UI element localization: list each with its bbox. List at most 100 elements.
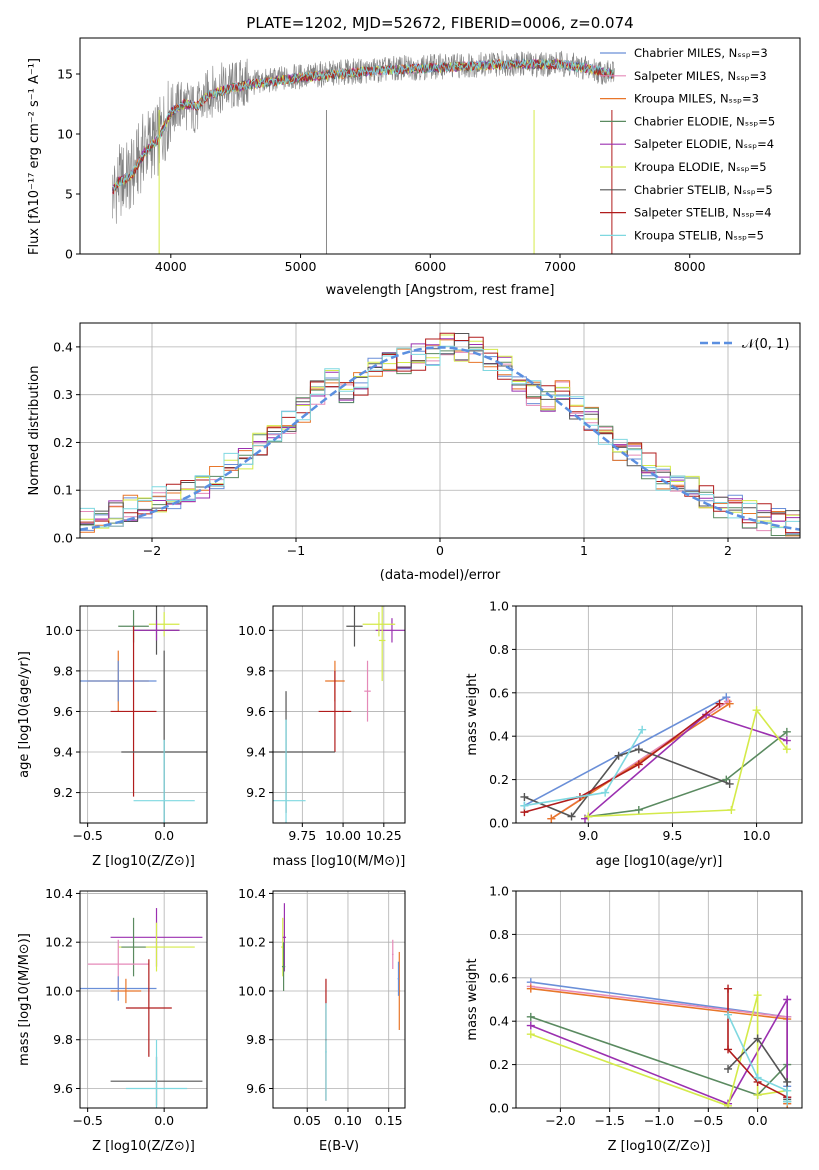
y-tick-label: 0.8 bbox=[489, 642, 509, 657]
point-marker bbox=[783, 1097, 792, 1106]
y-axis-label: age [log10(age/yr)] bbox=[17, 651, 32, 778]
y-tick-label: 9.2 bbox=[53, 785, 73, 800]
x-tick-label: 2 bbox=[724, 543, 732, 558]
y-tick-label: 0.4 bbox=[489, 1014, 509, 1029]
point-marker bbox=[614, 751, 623, 760]
x-tick-label: −1 bbox=[287, 543, 305, 558]
y-tick-label: 9.4 bbox=[246, 745, 266, 760]
y-axis-label: Flux [fλ10⁻¹⁷ erg cm⁻² s⁻¹ A⁻¹] bbox=[27, 58, 42, 255]
legend-item: Salpeter MILES, Nₛₛₚ=3 bbox=[634, 69, 767, 83]
y-tick-label: 0.2 bbox=[53, 435, 73, 450]
point-marker bbox=[520, 801, 529, 810]
x-tick-label: 0.0 bbox=[748, 1113, 768, 1128]
legend-item: Salpeter STELIB, Nₛₛₚ=4 bbox=[634, 206, 772, 220]
model-salpeter_stelib bbox=[112, 58, 615, 195]
point-marker bbox=[727, 805, 736, 814]
x-tick-label: −2 bbox=[143, 543, 161, 558]
point-marker bbox=[526, 1012, 535, 1021]
legend-item: Kroupa ELODIE, Nₛₛₚ=5 bbox=[634, 160, 767, 174]
y-tick-label: 0.2 bbox=[489, 1057, 509, 1072]
x-tick-label: 0 bbox=[436, 543, 444, 558]
series-salpeter_stelib bbox=[524, 702, 721, 813]
point-marker bbox=[634, 805, 643, 814]
y-tick-label: 0.4 bbox=[489, 729, 509, 744]
x-tick-label: −2.0 bbox=[545, 1113, 575, 1128]
y-tick-label: 9.8 bbox=[53, 1032, 73, 1047]
series-salpeter_stelib bbox=[727, 988, 788, 1098]
y-tick-label: 10.2 bbox=[238, 935, 266, 950]
y-tick-label: 0.6 bbox=[489, 970, 509, 985]
y-axis-label: mass weight bbox=[465, 958, 480, 1040]
y-tick-label: 10.0 bbox=[238, 983, 266, 998]
x-axis-label: mass [log10(M/M⊙)] bbox=[273, 854, 406, 869]
panel-mass_vs_Z: −0.5 0.0 9.6 9.8 10.0 10.2 10.4 Z [log10(Z/Z⊙)]… bbox=[17, 886, 208, 1154]
axes-frame bbox=[515, 890, 803, 1109]
y-tick-label: 0.6 bbox=[489, 685, 509, 700]
point-marker bbox=[753, 1090, 762, 1099]
panel-weight_vs_age: 9.0 9.5 10.0 0.0 0.2 0.4 0.6 0.8 1.0 age [log10(a… bbox=[465, 599, 803, 869]
x-tick-label: 8000 bbox=[674, 259, 706, 274]
axes-frame bbox=[79, 605, 208, 824]
plot-area bbox=[526, 978, 792, 1108]
x-axis-label: wavelength [Angstrom, rest frame] bbox=[326, 283, 555, 298]
x-tick-label: 5000 bbox=[285, 259, 317, 274]
y-tick-label: 1.0 bbox=[489, 884, 509, 899]
point-marker bbox=[724, 1064, 733, 1073]
plot-area bbox=[80, 332, 800, 537]
y-tick-label: 10.0 bbox=[45, 623, 73, 638]
y-tick-label: 9.6 bbox=[53, 1081, 73, 1096]
point-marker bbox=[567, 812, 576, 821]
x-axis-label: age [log10(age/yr)] bbox=[596, 854, 723, 869]
x-tick-label: −1.0 bbox=[644, 1113, 674, 1128]
model-chabrier_elodie bbox=[112, 58, 615, 189]
point-marker bbox=[526, 1030, 535, 1039]
y-tick-label: 9.8 bbox=[246, 663, 266, 678]
axes-frame bbox=[79, 890, 208, 1109]
axes-frame bbox=[79, 322, 801, 539]
x-tick-label: 0.0 bbox=[154, 1113, 174, 1128]
point-marker bbox=[753, 1073, 762, 1082]
legend-item: Kroupa MILES, Nₛₛₚ=3 bbox=[634, 92, 759, 106]
x-tick-label: 6000 bbox=[414, 259, 446, 274]
point-marker bbox=[752, 706, 761, 715]
point-marker bbox=[520, 792, 529, 801]
point-marker bbox=[526, 1021, 535, 1030]
point-marker bbox=[782, 745, 791, 754]
x-axis-label: (data-model)/error bbox=[380, 568, 501, 583]
x-axis-label: Z [log10(Z/Z⊙)] bbox=[92, 1139, 195, 1154]
y-tick-label: 9.8 bbox=[53, 663, 73, 678]
x-tick-label: −0.5 bbox=[72, 1113, 102, 1128]
y-tick-label: 0.1 bbox=[53, 483, 73, 498]
point-marker bbox=[782, 736, 791, 745]
y-axis-label: mass [log10(M/M⊙)] bbox=[17, 933, 32, 1066]
y-tick-label: 0.2 bbox=[489, 772, 509, 787]
legend-item: 𝒩(0, 1) bbox=[742, 337, 789, 352]
point-marker bbox=[783, 1086, 792, 1095]
x-tick-label: −1.5 bbox=[595, 1113, 625, 1128]
x-tick-label: 1 bbox=[580, 543, 588, 558]
y-tick-label: 0.3 bbox=[53, 387, 73, 402]
point-marker bbox=[634, 745, 643, 754]
y-tick-label: 10.2 bbox=[45, 935, 73, 950]
point-marker bbox=[753, 1034, 762, 1043]
panel-spectrum: 4000 5000 6000 7000 8000 0 5 10 15 wavelength [An… bbox=[27, 37, 801, 298]
legend-item: Kroupa STELIB, Nₛₛₚ=5 bbox=[634, 228, 764, 242]
point-marker bbox=[725, 699, 734, 708]
panel-residuals: −2 −1 0 1 2 0.0 0.1 0.2 0.3 0.4 (data-model)/error… bbox=[27, 322, 801, 583]
series-kroupa_elodie bbox=[588, 708, 788, 818]
y-tick-label: 0.0 bbox=[53, 531, 73, 546]
y-tick-label: 5 bbox=[65, 187, 73, 202]
plot-area bbox=[273, 606, 405, 823]
model-kroupa_elodie bbox=[112, 58, 615, 193]
plot-area bbox=[111, 50, 615, 254]
model-kroupa_miles bbox=[111, 58, 615, 193]
y-tick-label: 0.0 bbox=[489, 816, 509, 831]
model-chabrier_stelib bbox=[111, 58, 615, 194]
plot-area bbox=[80, 908, 203, 1108]
y-tick-label: 9.6 bbox=[246, 704, 266, 719]
data-spectrum bbox=[112, 50, 615, 224]
y-axis-label: Normed distribution bbox=[27, 366, 42, 496]
x-tick-label: 9.0 bbox=[578, 828, 598, 843]
x-tick-label: 9.75 bbox=[288, 828, 316, 843]
point-marker bbox=[634, 760, 643, 769]
